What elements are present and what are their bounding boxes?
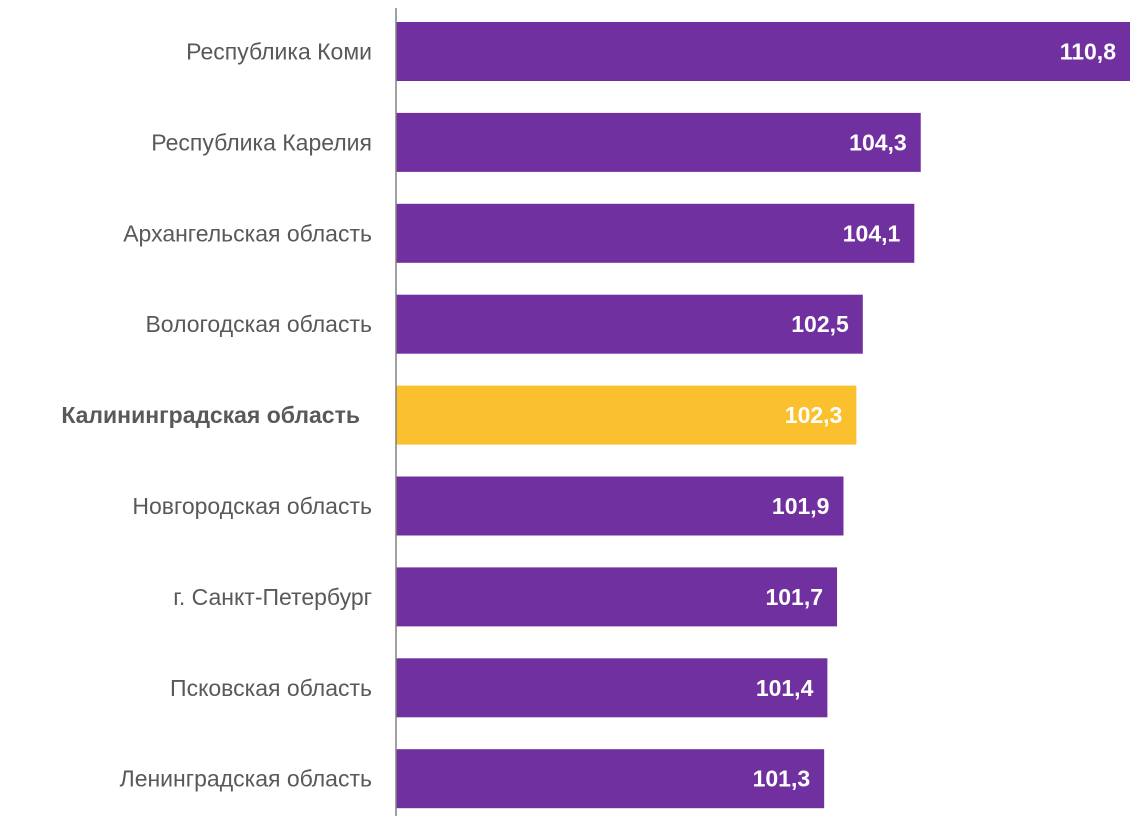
value-label: 110,8 [1060,39,1116,65]
category-label: Республика Коми [186,39,372,65]
bar [396,294,863,354]
category-label: Псковская область [170,675,372,701]
bar [396,476,844,536]
category-labels-group: Республика Коми Республика Карелия Арханге… [61,39,372,792]
bar [396,112,921,172]
category-label: Вологодская область [145,311,372,337]
bar [396,658,828,718]
category-label: г. Санкт-Петербург [173,584,372,610]
category-label: Архангельская область [123,220,372,246]
bar [396,203,915,263]
category-label: Калининградская область [61,402,360,428]
value-label: 102,5 [791,311,849,337]
value-label: 104,1 [843,220,901,246]
bar [396,567,838,627]
value-label: 101,3 [753,766,811,792]
category-label: Ленинградская область [120,766,372,792]
value-labels-group: 110,8 104,3 104,1 102,5 102,3 101,9 101,7 101,4… [753,39,1117,792]
bar [396,22,1130,81]
category-label: Новгородская область [132,493,372,519]
bar [396,385,857,445]
value-label: 101,9 [772,493,830,519]
value-label: 101,7 [765,584,823,610]
bars-group [396,22,1130,809]
bar [396,749,825,809]
value-label: 104,3 [849,129,907,155]
value-label: 101,4 [756,675,814,701]
category-label: Республика Карелия [151,129,372,155]
value-label: 102,3 [785,402,843,428]
